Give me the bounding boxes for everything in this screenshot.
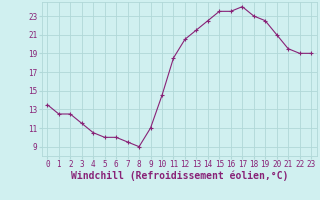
X-axis label: Windchill (Refroidissement éolien,°C): Windchill (Refroidissement éolien,°C) — [70, 171, 288, 181]
